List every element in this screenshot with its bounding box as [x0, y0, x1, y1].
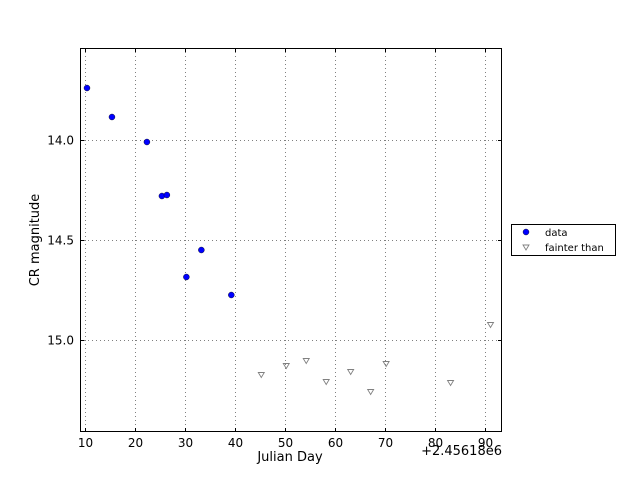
fainter-than-point	[382, 361, 390, 368]
data-point	[143, 138, 151, 146]
y-tick-label: 14.0	[47, 134, 74, 148]
fainter-than-point	[486, 322, 495, 329]
data-point	[198, 246, 205, 254]
legend-frame	[511, 224, 616, 256]
legend-label-fainter-than: fainter than	[545, 243, 604, 254]
x-tick-label: 80	[428, 436, 443, 450]
x-tick-label: 90	[478, 436, 493, 450]
x-tick-label: 60	[328, 436, 343, 450]
fainter-than-point	[322, 379, 331, 386]
x-tick-label: 20	[128, 436, 143, 450]
legend-marker-data	[522, 228, 530, 236]
legend-marker-fainter-than	[522, 244, 530, 251]
fainter-than-point	[366, 389, 375, 396]
data-point	[108, 113, 116, 121]
legend-label-data: data	[545, 228, 568, 239]
legend: data fainter than	[511, 224, 616, 256]
fainter-than-point	[346, 369, 355, 376]
x-axis-offset-label: +2.45618e6	[421, 444, 502, 459]
data-point	[163, 191, 171, 199]
x-tick-label: 10	[78, 436, 93, 450]
x-tick-label: 30	[178, 436, 193, 450]
fainter-than-point	[257, 372, 266, 379]
data-points	[83, 84, 495, 396]
data-point	[183, 273, 190, 281]
fainter-than-point	[302, 358, 311, 365]
y-tick-label: 14.5	[47, 234, 74, 248]
x-tick-label: 70	[378, 436, 393, 450]
axis-ticks: 10 20 30 40 50 60 70 80 90 14.0 14.5 15.0	[47, 48, 502, 450]
plot-area	[80, 48, 502, 432]
fainter-than-point	[282, 363, 291, 370]
fainter-than-point	[446, 380, 455, 387]
x-axis-label: Julian Day	[256, 450, 323, 465]
data-point	[228, 291, 235, 299]
data-point	[83, 84, 91, 92]
x-tick-label: 40	[228, 436, 243, 450]
y-axis-label: CR magnitude	[28, 194, 43, 287]
y-tick-label: 15.0	[47, 334, 74, 348]
x-tick-label: 50	[278, 436, 293, 450]
grid-lines	[80, 48, 502, 432]
